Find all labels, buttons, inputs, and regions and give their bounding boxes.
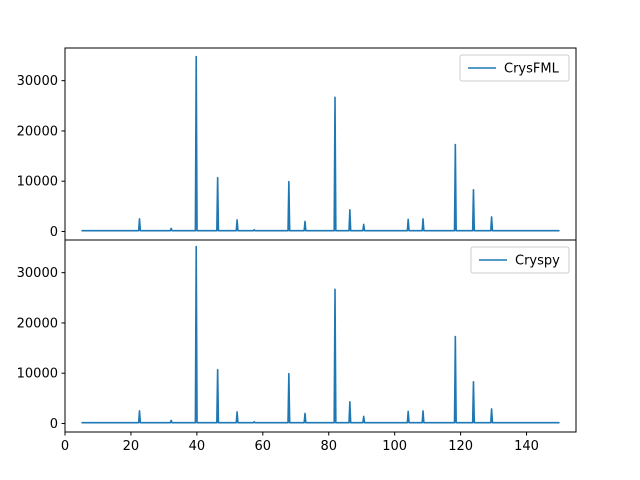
legend-label: Cryspy [515,254,560,269]
x-tick-label: 0 [61,439,69,454]
axes-frame [64,239,577,433]
y-tick-label: 20000 [17,124,58,139]
x-tick-label: 120 [448,439,473,454]
x-tick-label: 60 [255,439,272,454]
y-tick-label: 20000 [17,316,58,331]
series-line-crysfml [81,55,560,232]
x-tick-label: 20 [123,439,140,454]
legend: Cryspy [470,246,570,274]
x-tick-label: 80 [320,439,337,454]
x-tick-label: 140 [514,439,539,454]
y-tick-label: 10000 [17,175,58,190]
top-panel: 0 10000 20000 30000 CrysFML [17,47,577,241]
y-tick-label: 10000 [17,367,58,382]
y-tick-label: 30000 [17,74,58,89]
bottom-panel: 0 10000 20000 30000 0 20 40 60 80 100 120 140 Cryspy [17,239,577,454]
series-line-cryspy [81,245,560,424]
legend-label: CrysFML [504,62,560,77]
legend-box [470,246,570,274]
y-tick-label: 0 [50,225,58,240]
x-tick-label: 40 [189,439,206,454]
x-tick-label: 100 [382,439,407,454]
y-tick-label: 30000 [17,266,58,281]
legend: CrysFML [459,54,570,82]
y-tick-label: 0 [50,417,58,432]
legend-box [459,54,570,82]
